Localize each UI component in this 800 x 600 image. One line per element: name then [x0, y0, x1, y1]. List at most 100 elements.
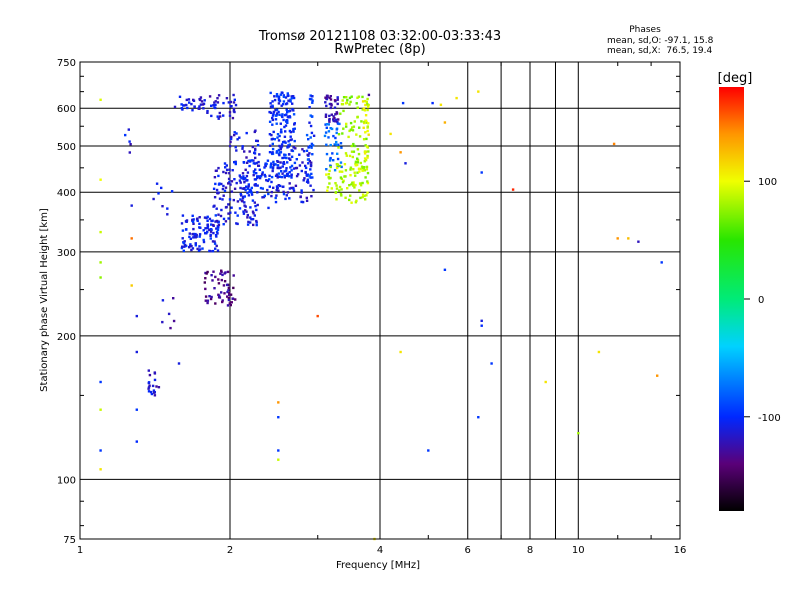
axis-ticks: 1 2 4 6 8 10 16 75 100 200 300 400 500 600 750 [57, 58, 686, 556]
data-point [333, 169, 337, 172]
data-point [342, 109, 345, 113]
data-point [99, 276, 102, 279]
data-point [99, 408, 102, 411]
colorbar-tick-label: -100 [758, 413, 781, 424]
data-point [627, 237, 630, 240]
data-point [443, 121, 447, 124]
data-point [328, 102, 332, 106]
data-point [308, 160, 311, 163]
data-point [287, 110, 290, 113]
data-point [229, 140, 232, 144]
data-point [306, 178, 309, 181]
data-point [344, 102, 348, 105]
data-point [222, 194, 225, 197]
data-point [334, 182, 337, 185]
data-point [129, 143, 132, 146]
x-tick-label: 6 [465, 545, 471, 556]
data-point [308, 121, 311, 124]
data-point [208, 228, 211, 232]
data-point [228, 293, 231, 296]
data-point [656, 374, 659, 377]
data-point [210, 104, 213, 107]
colorbar-tick-label: 100 [758, 177, 777, 188]
data-point [277, 139, 281, 142]
data-point [283, 125, 286, 129]
data-point [265, 162, 268, 166]
data-point [240, 176, 243, 180]
data-point [246, 187, 249, 190]
data-point [260, 173, 264, 176]
data-point [209, 230, 213, 233]
data-point [183, 245, 186, 248]
data-point [350, 144, 353, 148]
data-point [224, 186, 228, 189]
data-point [147, 369, 150, 372]
data-point [326, 186, 330, 189]
data-point [239, 181, 242, 184]
data-point [234, 211, 237, 214]
data-point [286, 174, 289, 177]
data-point [241, 195, 245, 199]
data-point [276, 175, 280, 178]
data-point [233, 131, 236, 134]
data-point [277, 458, 280, 461]
data-point [292, 113, 296, 116]
data-point [285, 113, 288, 116]
data-point [349, 121, 353, 125]
data-point [243, 204, 246, 207]
data-point [206, 230, 209, 233]
data-point [306, 158, 310, 161]
data-point [208, 95, 212, 98]
data-point [147, 387, 150, 390]
data-point [214, 214, 217, 217]
data-point [256, 144, 260, 147]
data-point [298, 153, 301, 156]
data-point [245, 210, 248, 213]
data-point [399, 151, 402, 154]
data-point [277, 416, 280, 419]
data-point [281, 172, 284, 175]
data-point [222, 284, 226, 287]
data-point [213, 101, 216, 104]
data-point [240, 199, 244, 203]
data-point [226, 290, 229, 294]
data-point [355, 133, 358, 136]
stats-o-line: mean, sd,O: -97.1, 15.8 [607, 36, 714, 46]
data-point [274, 109, 277, 112]
data-point [149, 390, 153, 394]
data-point [346, 187, 349, 190]
data-point [310, 131, 314, 135]
data-point [223, 292, 226, 295]
data-point [204, 299, 207, 302]
data-point [335, 140, 338, 144]
data-point [230, 301, 233, 304]
data-point [248, 190, 251, 194]
data-point [328, 159, 332, 162]
data-point [252, 162, 255, 165]
data-point [329, 165, 332, 169]
data-point [365, 137, 368, 141]
stats-heading: Phases [629, 25, 661, 35]
y-tick-label: 300 [57, 248, 76, 259]
data-point [282, 161, 285, 164]
data-point [273, 98, 277, 102]
data-point [128, 140, 131, 143]
data-point [224, 171, 228, 175]
data-point [309, 164, 313, 167]
data-point [333, 116, 336, 120]
data-point [364, 198, 367, 201]
data-point [361, 100, 365, 103]
data-point [230, 105, 233, 108]
data-point [252, 171, 256, 174]
data-point [328, 114, 331, 118]
data-point [355, 199, 358, 202]
data-point [225, 164, 228, 167]
data-point [367, 122, 370, 125]
data-point [353, 186, 356, 189]
data-point [189, 237, 192, 240]
data-point [282, 190, 285, 194]
data-point [198, 235, 201, 238]
data-point [304, 164, 307, 168]
data-point [274, 200, 278, 204]
stats-x-line: mean, sd,X: 76.5, 19.4 [607, 46, 713, 56]
